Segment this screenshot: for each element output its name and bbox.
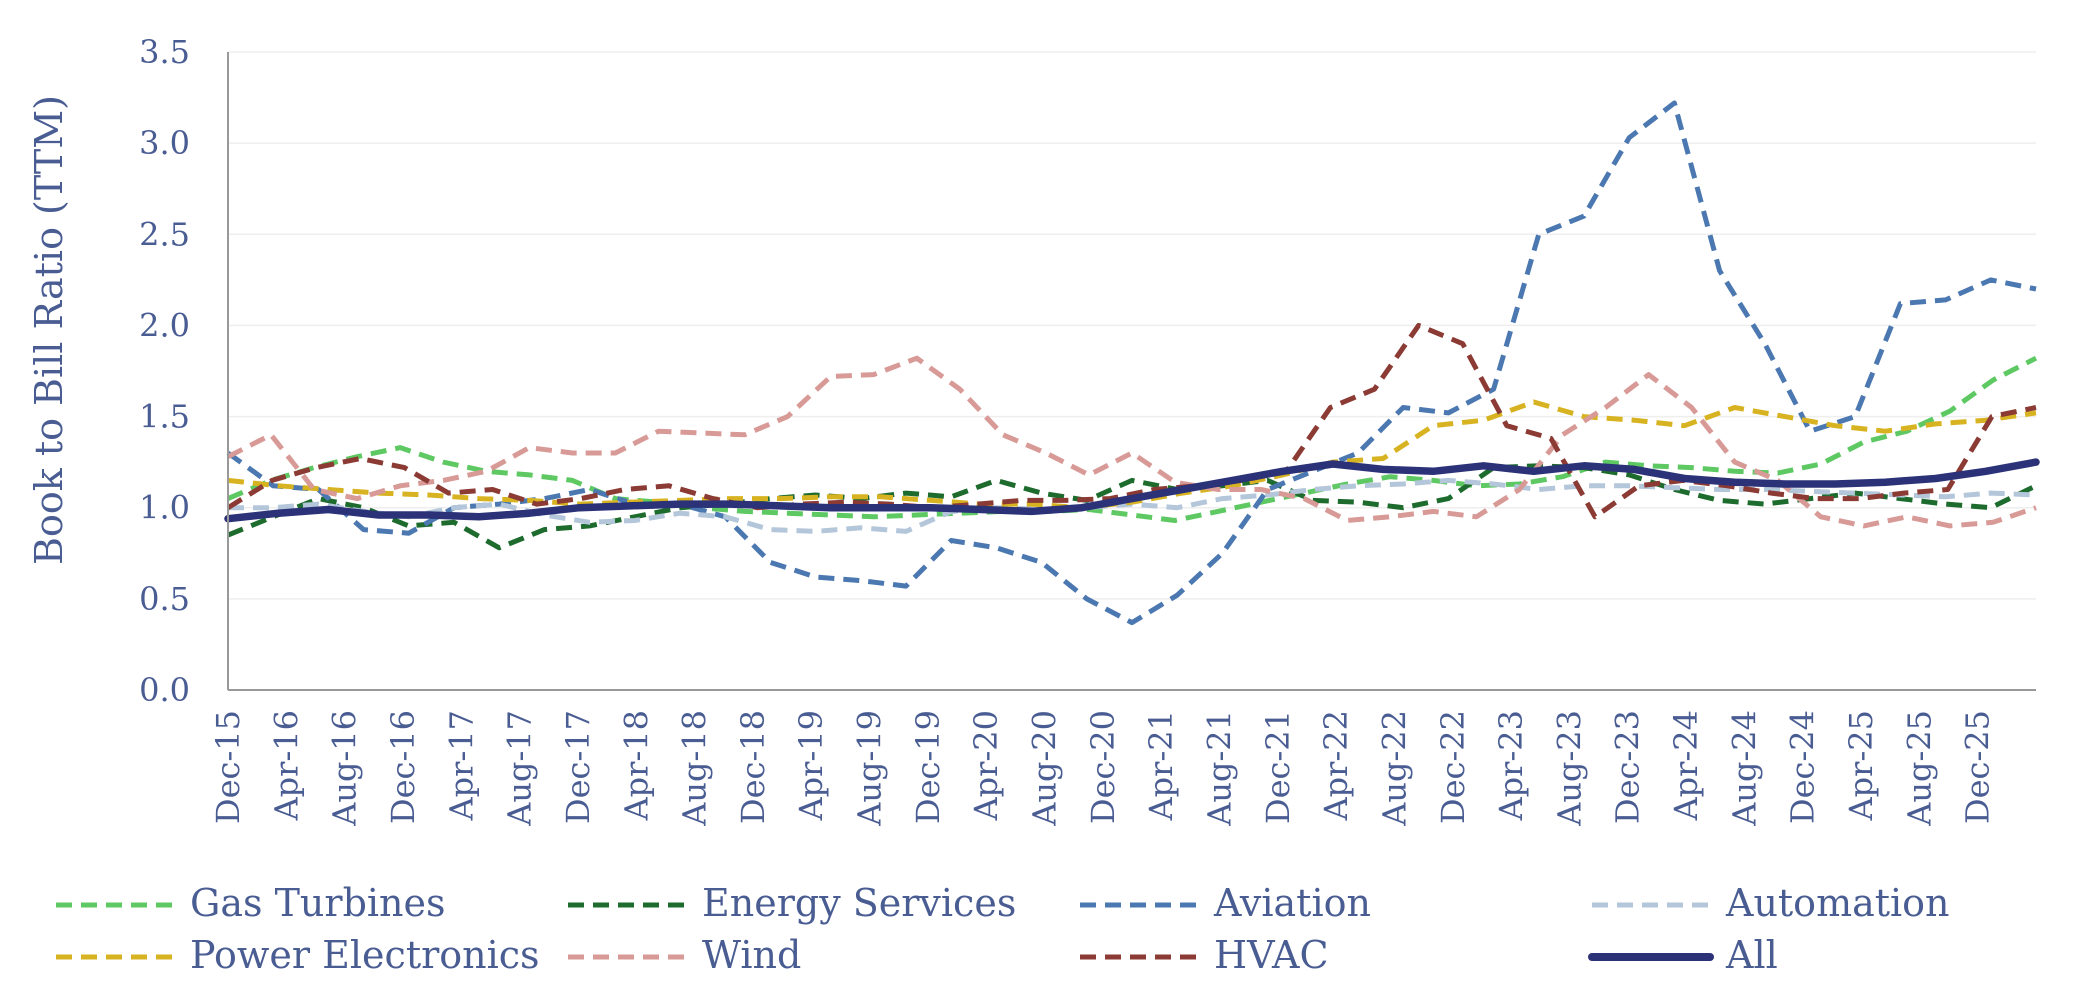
x-tick-label: Dec-19 xyxy=(909,710,947,824)
x-tick-label: Dec-23 xyxy=(1609,710,1647,824)
x-tick-label: Aug-25 xyxy=(1900,710,1938,827)
x-tick-label: Dec-25 xyxy=(1959,710,1997,824)
x-tick-label: Aug-23 xyxy=(1550,710,1588,827)
series-line-hvac xyxy=(226,322,2037,520)
series-line-aviation xyxy=(226,100,2037,626)
legend-label: All xyxy=(1725,933,1778,977)
x-tick-label: Aug-18 xyxy=(676,710,714,827)
x-tick-label: Dec-20 xyxy=(1084,710,1122,824)
legend-label: HVAC xyxy=(1214,933,1329,977)
series-line-all xyxy=(224,458,2040,523)
x-tick-label: Aug-19 xyxy=(851,710,889,827)
x-tick-label: Aug-20 xyxy=(1026,710,1064,827)
y-tick-label: 3.0 xyxy=(139,124,190,162)
x-tick-label: Apr-18 xyxy=(617,710,655,821)
x-tick-label: Apr-17 xyxy=(442,710,480,821)
y-tick-label: 3.5 xyxy=(139,33,190,71)
y-tick-label: 1.5 xyxy=(139,398,190,436)
x-tick-label: Aug-24 xyxy=(1725,710,1763,827)
x-tick-label: Dec-21 xyxy=(1259,710,1297,824)
x-tick-label: Apr-20 xyxy=(967,710,1005,821)
legend-label: Energy Services xyxy=(702,881,1016,925)
series-line-wind xyxy=(226,355,2037,529)
x-tick-label: Aug-22 xyxy=(1375,710,1413,827)
y-tick-label: 2.0 xyxy=(139,306,190,344)
axes xyxy=(227,52,2036,691)
gridlines xyxy=(228,51,2036,600)
y-axis-title: Book to Bill Ratio (TTM) xyxy=(27,95,71,565)
x-tick-label: Dec-15 xyxy=(209,710,247,824)
x-tick-label: Apr-22 xyxy=(1317,710,1355,821)
y-tick-label: 1.0 xyxy=(139,489,190,527)
series-lines xyxy=(224,100,2040,626)
x-tick-label: Dec-22 xyxy=(1434,710,1472,824)
y-tick-label: 0.5 xyxy=(139,580,190,618)
legend-label: Automation xyxy=(1725,881,1950,925)
x-tick-labels: Dec-15 Apr-16 Aug-16 Dec-16 Apr-17 Aug-17 Dec-… xyxy=(209,710,1997,827)
x-tick-label: Dec-16 xyxy=(384,710,422,824)
x-tick-label: Apr-19 xyxy=(792,710,830,821)
x-tick-label: Dec-24 xyxy=(1784,710,1822,824)
legend: Gas Turbines Energy Services Aviation Autom… xyxy=(56,881,1950,977)
x-tick-label: Apr-21 xyxy=(1142,710,1180,821)
legend-label: Gas Turbines xyxy=(190,881,446,925)
x-tick-label: Apr-16 xyxy=(267,710,305,821)
legend-label: Wind xyxy=(702,933,801,977)
x-tick-label: Aug-17 xyxy=(501,710,539,827)
x-tick-label: Apr-23 xyxy=(1492,710,1530,821)
x-tick-label: Apr-25 xyxy=(1842,710,1880,821)
x-tick-label: Aug-16 xyxy=(326,710,364,827)
y-tick-labels: 0.0 0.5 1.0 1.5 2.0 2.5 3.0 3.5 xyxy=(139,33,190,709)
x-tick-label: Apr-24 xyxy=(1667,710,1705,821)
series-line-gas-turbines xyxy=(227,355,2038,523)
x-tick-label: Dec-17 xyxy=(559,710,597,824)
legend-label: Power Electronics xyxy=(190,933,540,977)
series-line-energy-services xyxy=(227,463,2038,551)
legend-label: Aviation xyxy=(1213,881,1371,925)
x-tick-label: Dec-18 xyxy=(734,710,772,824)
y-tick-label: 2.5 xyxy=(139,215,190,253)
x-tick-label: Aug-21 xyxy=(1200,710,1238,827)
y-tick-label: 0.0 xyxy=(139,671,190,709)
